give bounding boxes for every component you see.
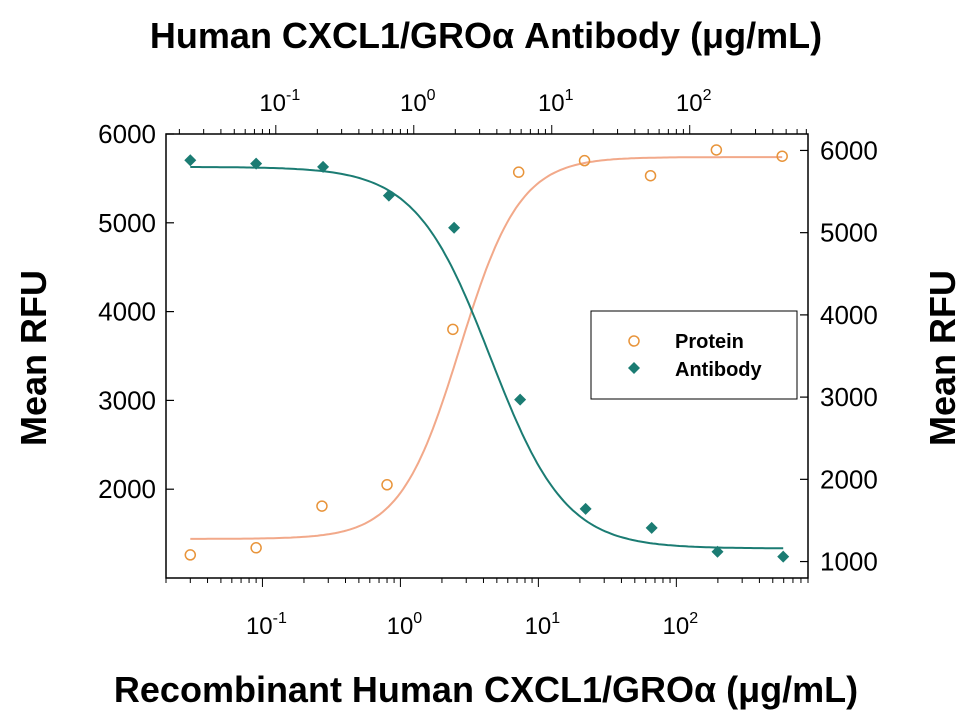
legend: Protein Antibody	[590, 310, 798, 400]
y-right-tick-label: 6000	[820, 135, 878, 165]
y-axis-left: 2000 3000 4000 5000 6000	[98, 119, 174, 504]
data-point-protein	[316, 500, 328, 512]
data-point-antibody	[777, 550, 790, 563]
y-axis-title-left: Mean RFU	[13, 270, 54, 446]
x-top-tick-label: 101	[538, 87, 574, 117]
legend-label-antibody: Antibody	[675, 359, 763, 381]
data-point-antibody	[579, 502, 592, 515]
x-axis-top: 10-1 100 101 102	[178, 87, 807, 134]
y-axis-right: 1000 2000 3000 4000 5000 6000	[800, 135, 878, 577]
y-left-tick-label: 2000	[98, 474, 156, 504]
data-point-protein	[644, 169, 657, 182]
data-points	[184, 144, 790, 563]
data-point-antibody	[711, 545, 724, 558]
x-bottom-tick-label: 10-1	[246, 610, 287, 640]
legend-label-protein: Protein	[675, 331, 744, 353]
data-point-antibody	[448, 221, 461, 234]
y-left-tick-label: 6000	[98, 119, 156, 149]
fit-curves	[190, 156, 784, 550]
fit-curve-antibody	[190, 166, 784, 550]
data-point-protein	[381, 479, 393, 491]
x-top-tick-label: 10-1	[259, 87, 300, 117]
data-point-antibody	[317, 160, 330, 173]
data-point-antibody	[250, 157, 263, 170]
x-bottom-tick-label: 102	[663, 610, 699, 640]
data-point-protein	[184, 549, 197, 561]
x-bottom-tick-label: 100	[387, 610, 423, 640]
data-point-protein	[250, 542, 262, 554]
x-bottom-tick-label: 101	[525, 610, 561, 640]
y-left-tick-label: 4000	[98, 297, 156, 327]
y-right-tick-label: 1000	[820, 547, 878, 577]
y-right-tick-label: 4000	[820, 300, 878, 330]
y-right-tick-label: 2000	[820, 464, 878, 494]
data-point-protein	[447, 323, 459, 336]
y-axis-title-right: Mean RFU	[922, 270, 963, 446]
top-axis-title: Human CXCL1/GROα Antibody (μg/mL)	[150, 15, 822, 56]
y-left-tick-label: 5000	[98, 208, 156, 238]
data-point-protein	[578, 154, 591, 167]
y-right-tick-label: 5000	[820, 218, 878, 248]
y-right-tick-label: 3000	[820, 382, 878, 412]
data-point-antibody	[645, 521, 658, 534]
data-point-protein	[776, 150, 788, 162]
data-point-antibody	[514, 393, 527, 406]
legend-marker-antibody	[628, 362, 640, 374]
legend-marker-protein	[628, 335, 640, 347]
data-point-antibody	[184, 154, 197, 167]
x-axis-bottom: 10-1 100 101 102	[165, 578, 809, 640]
fit-curve-protein	[190, 156, 783, 540]
data-point-antibody	[382, 189, 395, 202]
x-axis-title: Recombinant Human CXCL1/GROα (μg/mL)	[114, 669, 858, 710]
y-left-tick-label: 3000	[98, 385, 156, 415]
data-point-protein	[512, 166, 525, 178]
plot-frame	[165, 133, 809, 579]
x-top-tick-label: 100	[400, 87, 436, 117]
data-point-protein	[710, 144, 723, 156]
legend-box	[590, 310, 798, 400]
x-top-tick-label: 102	[676, 87, 712, 117]
